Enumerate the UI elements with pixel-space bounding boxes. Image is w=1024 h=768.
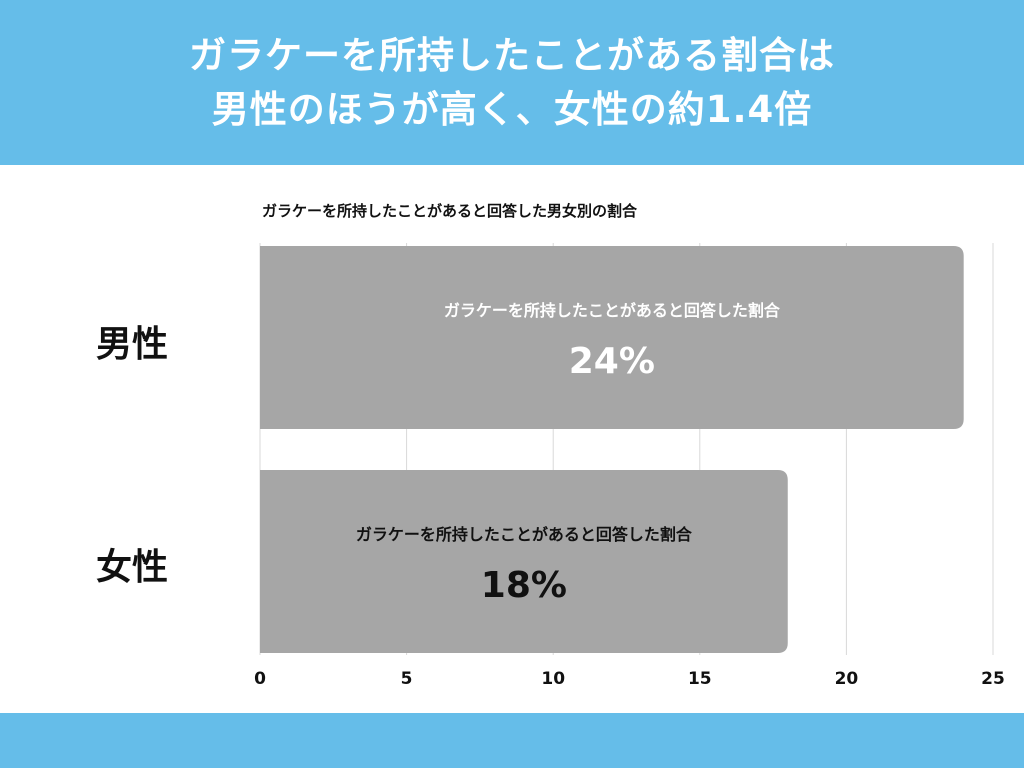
category-label-male: 男性 <box>95 324 168 365</box>
headline-line-1: ガラケーを所持したことがある割合は <box>189 33 835 77</box>
x-tick-label: 0 <box>254 669 266 689</box>
x-tick-label: 5 <box>401 669 413 689</box>
bar-chart: ガラケーを所持したことがあると回答した割合 24% ガラケーを所持したことがあると回… <box>254 243 1005 689</box>
bar-caption: ガラケーを所持したことがあると回答した割合 <box>356 525 693 544</box>
x-tick-label: 15 <box>688 669 712 689</box>
x-tick-label: 20 <box>835 669 859 689</box>
bar-male <box>260 246 964 429</box>
bar-caption: ガラケーを所持したことがあると回答した割合 <box>444 301 781 320</box>
data-label: 24% <box>569 341 655 382</box>
x-tick-label: 25 <box>981 669 1005 689</box>
footer-banner <box>0 713 1024 768</box>
data-label: 18% <box>481 565 567 606</box>
headline-line-2: 男性のほうが高く、女性の約1.4倍 <box>211 87 813 131</box>
bar-female <box>260 470 788 653</box>
category-label-female: 女性 <box>95 547 168 588</box>
chart-title: ガラケーを所持したことがあると回答した男女別の割合 <box>262 202 638 220</box>
header-banner: ガラケーを所持したことがある割合は 男性のほうが高く、女性の約1.4倍 <box>0 0 1024 165</box>
x-tick-label: 10 <box>541 669 565 689</box>
